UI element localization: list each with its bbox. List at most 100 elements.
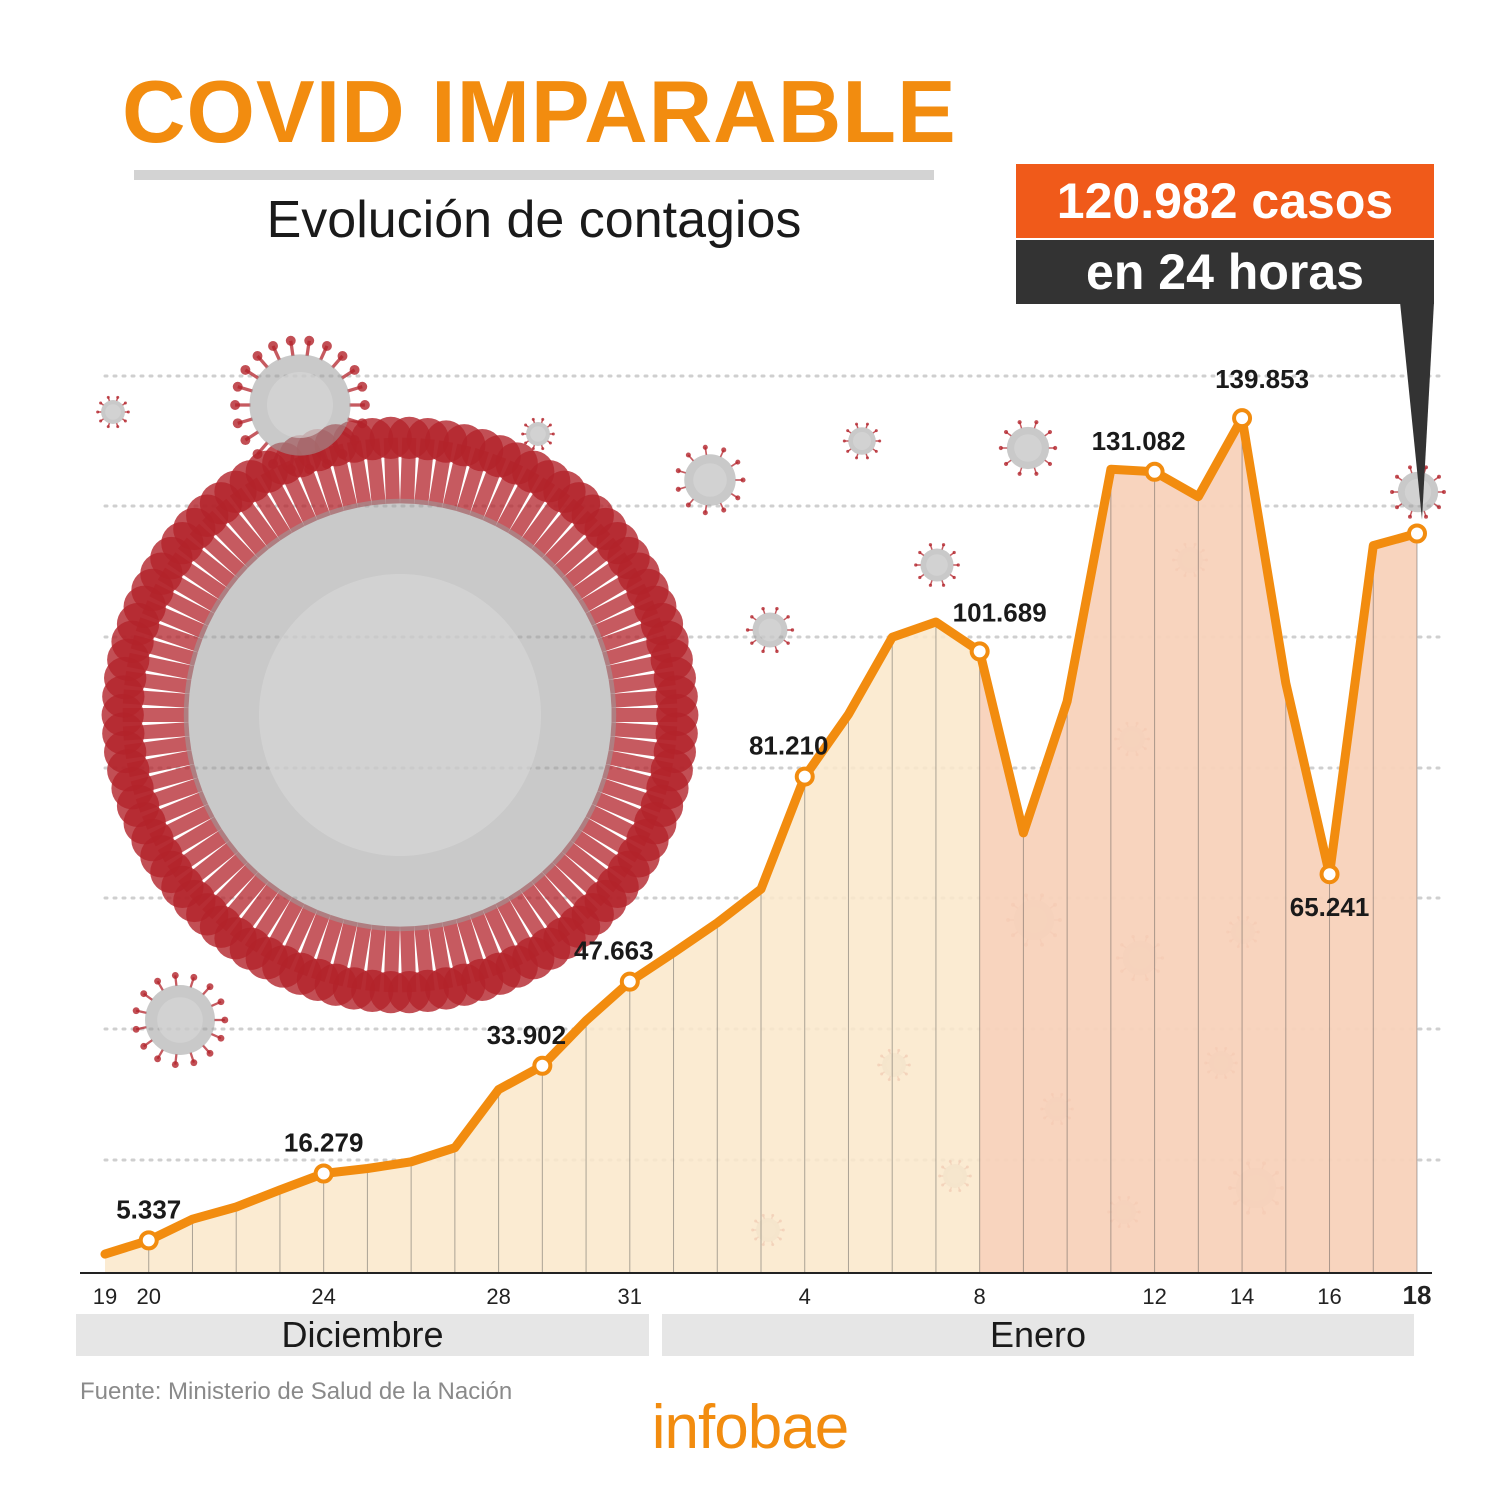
data-marker [1144,461,1165,482]
virus-spike-tip [349,435,360,446]
virus-spike-tip [171,1061,179,1069]
virus-spike-tip [775,606,779,611]
virus-spike-tip [337,449,348,459]
virus-spike-tip [206,983,214,991]
virus-spike-tip [268,459,278,469]
virus-spike-tip [790,628,795,632]
virus-spike-tip [1424,514,1429,519]
virus-icon [914,543,960,587]
virus-spike-tip [190,973,198,981]
virus-spike-tip [855,422,859,426]
virus-spike-tip [1424,465,1429,470]
virus-spike-tip [541,447,545,451]
virus-spike-tip [1053,445,1058,451]
virus-core [105,404,121,420]
virus-spike-tip [685,452,691,458]
virus-spike-tip [1407,465,1412,470]
virus-spike-tip [217,998,225,1006]
virus-spike-tip [761,649,765,654]
virus-core [530,426,546,442]
virus-spike-tip [675,486,681,492]
virus-spike-tip [359,400,370,410]
virus-spike-tip [357,381,368,392]
virus-spike-tip [855,456,859,460]
data-markers [138,408,1427,1251]
virus-spike-tip [154,1055,161,1063]
virus-spike-tip [941,583,946,587]
virus-spike-tip [524,423,528,427]
virus-spike-tip [846,429,850,433]
virus-spike-tip [531,417,535,421]
virus-spike-tip [268,341,278,351]
virus-spike-tip [952,575,956,580]
virus-core [259,574,541,856]
virus-spike-tip [846,449,850,453]
virus-icon [675,444,746,516]
virus-spike-tip [918,550,922,555]
virus-spike-tip [548,441,552,445]
tick-label: 8 [974,1284,986,1309]
virus-decorations [96,335,1446,1247]
virus-spike-tip [206,1049,214,1057]
virus-spike-tip [548,423,552,427]
virus-spike-tip [735,459,741,465]
virus-spike-tip [521,432,525,436]
virus-spike-tip [1003,461,1009,467]
virus-spike-tip [745,628,750,632]
month-label-january: Enero [662,1314,1414,1356]
area-fill-dark [979,418,1417,1273]
virus-spike-tip [702,510,708,516]
tick-label: 24 [311,1284,335,1309]
virus-spike-tip [740,477,746,483]
virus-spike-tip [132,1025,140,1033]
data-label: 101.689 [953,597,1047,627]
virus-spike-tip [230,400,241,410]
virus-spike-tip [865,422,869,426]
virus-spike-tip [786,641,790,645]
virus-spike-tip [285,464,296,475]
virus-spike-tip [1034,471,1039,476]
page-title: COVID IMPARABLE [122,62,957,161]
tick-label: 12 [1142,1284,1166,1309]
virus-spike-tip [99,401,103,405]
virus-icon [842,422,882,460]
virus-icon [998,420,1058,476]
virus-spike-tip [914,563,918,567]
virus-spike-tip [304,464,315,475]
data-marker [619,971,640,992]
virus-spike-tip [217,1034,225,1042]
virus-spike-tip [551,432,555,436]
virus-spike-tip [928,583,933,587]
virus-spike-tip [1437,505,1441,510]
virus-spike-tip [865,456,869,460]
virus-spike-tip [1047,429,1053,435]
chart-drop-lines [148,418,1418,1273]
virus-spike-tip [761,606,765,611]
page-subtitle: Evolución de contagios [266,191,802,249]
virus-icon [96,395,130,429]
virus-core [1014,434,1042,462]
virus-icon [230,335,370,475]
virus-spike-tip [304,335,315,346]
data-marker [138,1230,159,1251]
virus-spike-tip [232,381,243,392]
virus-spike-tip [140,1042,148,1050]
virus-icon [101,416,699,1014]
virus-spike-tip [357,418,368,429]
data-label: 5.337 [116,1194,181,1224]
virus-spike-tip [221,1016,229,1024]
virus-spike-tip [874,429,878,433]
virus-icon [132,971,229,1069]
data-label: 33.902 [487,1020,567,1050]
data-label: 47.663 [574,936,654,966]
data-label: 139.853 [1215,364,1309,394]
virus-spike-tip [96,410,100,414]
virus-spike-tip [190,1059,198,1067]
callout-period: en 24 horas [1016,240,1434,304]
virus-spike-tip [685,502,691,508]
virus-spike-tip [750,615,754,619]
virus-spike-tip [140,990,148,998]
tick-label: 16 [1317,1284,1341,1309]
virus-spike-tip [1390,490,1395,494]
data-label: 16.279 [284,1127,364,1157]
